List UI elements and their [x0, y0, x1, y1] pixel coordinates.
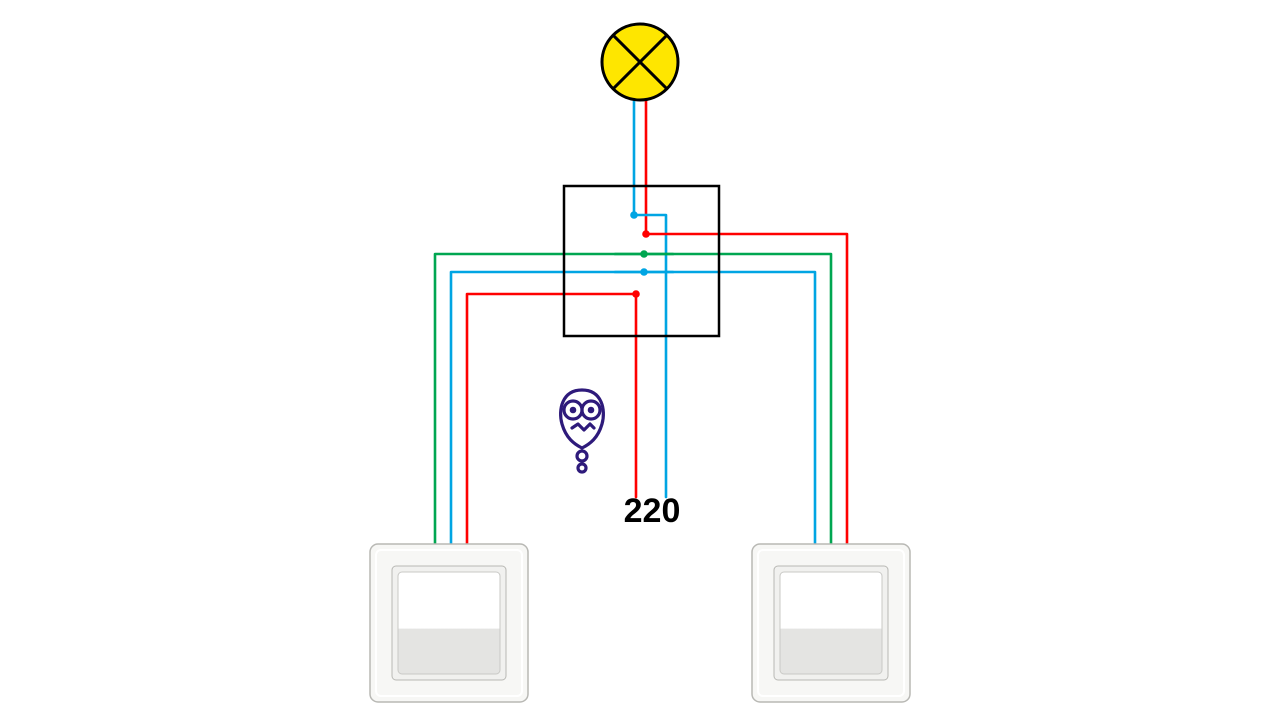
wire-left-red	[467, 294, 636, 544]
mascot-icon	[561, 390, 604, 472]
voltage-label: 220	[624, 492, 681, 530]
switch-rocker[interactable]	[398, 572, 500, 674]
switch-left[interactable]	[370, 544, 528, 702]
junction-dot-2	[640, 250, 648, 258]
junction-dot-3	[640, 268, 648, 276]
wire-supply-blue	[634, 215, 666, 497]
wires-group	[435, 100, 847, 544]
junction-box	[564, 186, 719, 336]
switch-rocker[interactable]	[780, 572, 882, 674]
switch-right[interactable]	[752, 544, 910, 702]
junction-dot-0	[630, 211, 638, 219]
junction-dot-1	[642, 230, 650, 238]
wiring-diagram: 220	[0, 0, 1280, 720]
junction-dot-4	[632, 290, 640, 298]
